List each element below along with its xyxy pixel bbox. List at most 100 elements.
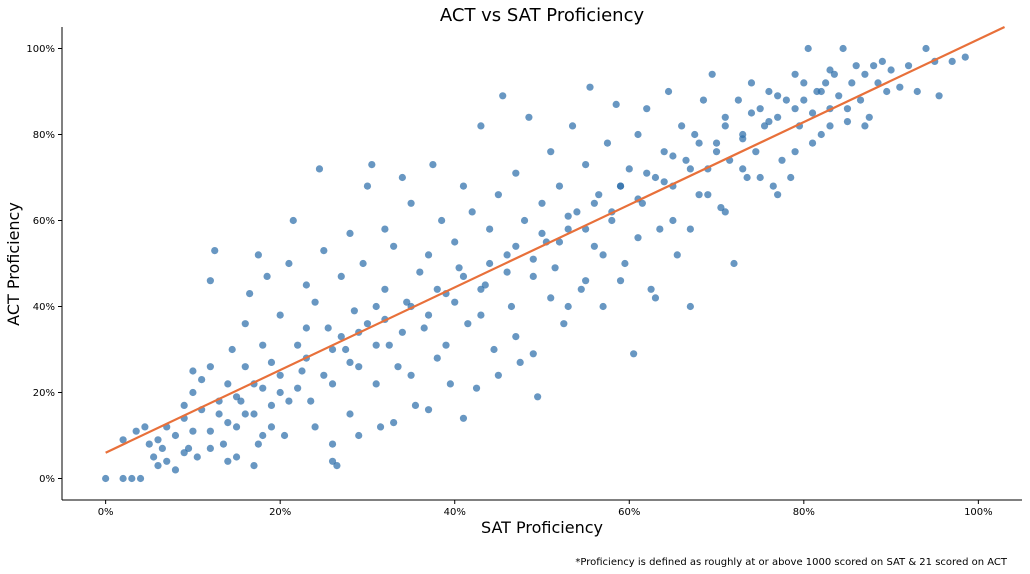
data-point — [206, 444, 214, 452]
data-points — [102, 44, 969, 483]
data-point — [739, 165, 747, 173]
data-point — [307, 397, 315, 405]
data-point — [826, 66, 834, 74]
data-point — [590, 242, 598, 250]
data-point — [512, 333, 520, 341]
data-point — [656, 225, 664, 233]
data-point — [372, 302, 380, 311]
data-point — [320, 247, 328, 255]
y-tick-label: 20% — [33, 388, 55, 399]
data-point — [791, 148, 799, 156]
data-point — [350, 307, 358, 315]
data-point — [328, 345, 337, 354]
data-point — [730, 259, 738, 268]
data-point — [922, 44, 930, 53]
data-point — [241, 363, 249, 371]
data-point — [843, 105, 852, 113]
data-point — [534, 393, 542, 401]
data-point — [294, 341, 302, 349]
data-point — [486, 225, 494, 233]
data-point — [616, 182, 625, 190]
data-point — [232, 423, 241, 431]
data-point — [856, 96, 865, 104]
data-point — [355, 431, 363, 440]
data-point — [603, 139, 612, 147]
data-point — [342, 345, 350, 354]
data-point — [525, 113, 533, 121]
data-point — [276, 388, 284, 397]
data-point — [315, 165, 324, 173]
data-point — [529, 350, 537, 358]
data-point — [616, 277, 625, 285]
data-point — [848, 79, 856, 87]
data-point — [529, 255, 537, 263]
data-point — [119, 436, 127, 444]
data-point — [582, 277, 590, 285]
data-point — [324, 324, 332, 332]
data-point — [424, 311, 433, 319]
data-point — [433, 285, 441, 293]
data-point — [712, 139, 721, 147]
data-point — [420, 324, 428, 332]
data-point — [804, 44, 812, 53]
data-point — [302, 281, 310, 289]
data-point — [259, 341, 267, 349]
data-point — [180, 401, 188, 409]
data-point — [215, 410, 223, 418]
data-point — [219, 440, 228, 448]
data-point — [128, 474, 136, 483]
data-point — [669, 216, 677, 225]
data-point — [721, 208, 729, 216]
data-point — [503, 268, 511, 276]
data-point — [259, 384, 267, 392]
data-point — [621, 259, 629, 268]
data-point — [673, 251, 681, 259]
data-point — [446, 380, 454, 388]
data-point — [224, 419, 232, 427]
chart-title: ACT vs SAT Proficiency — [440, 5, 645, 26]
data-point — [625, 165, 633, 173]
data-point — [246, 290, 254, 298]
data-point — [294, 384, 302, 392]
data-point — [721, 122, 729, 130]
data-point — [499, 92, 507, 100]
data-point — [459, 272, 468, 280]
data-point — [682, 156, 690, 164]
data-point — [599, 251, 607, 259]
data-point — [150, 453, 158, 461]
data-point — [394, 363, 402, 371]
data-point — [599, 302, 607, 311]
data-point — [438, 216, 446, 225]
data-point — [586, 83, 594, 91]
data-point — [390, 419, 398, 427]
data-point — [686, 302, 694, 311]
data-point — [547, 148, 555, 156]
data-point — [503, 251, 511, 259]
data-point — [564, 212, 572, 220]
footnote: *Proficiency is defined as roughly at or… — [575, 557, 1008, 568]
data-point — [808, 139, 817, 147]
data-point — [285, 397, 293, 405]
data-point — [359, 259, 367, 268]
data-point — [756, 105, 764, 113]
data-point — [368, 161, 376, 169]
data-point — [451, 298, 459, 306]
data-point — [774, 191, 782, 199]
data-point — [721, 113, 729, 121]
x-tick-label: 0% — [98, 507, 114, 518]
data-point — [154, 462, 162, 470]
y-tick-label: 0% — [39, 474, 55, 485]
data-point — [861, 122, 869, 130]
data-point — [560, 320, 568, 328]
data-point — [769, 182, 777, 190]
data-point — [468, 208, 476, 216]
data-point — [254, 251, 262, 259]
data-point — [660, 178, 668, 186]
data-point — [887, 66, 895, 74]
data-point — [647, 285, 655, 293]
data-point — [948, 57, 956, 65]
data-point — [791, 70, 799, 78]
data-point — [843, 118, 852, 126]
data-point — [782, 96, 790, 104]
